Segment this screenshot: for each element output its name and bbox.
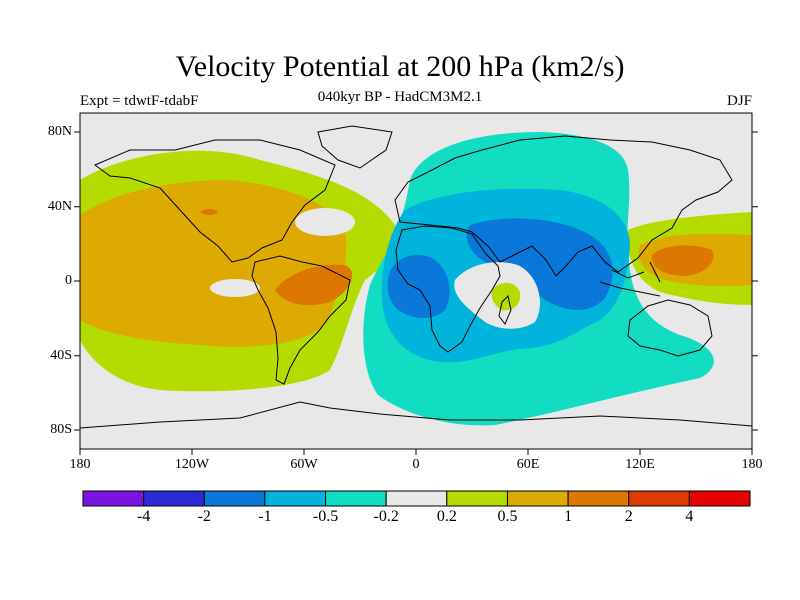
latitude-tick-label: 80N — [47, 124, 72, 139]
longitude-tick-label: 60E — [516, 457, 540, 472]
positive-pocket-madagascar — [491, 282, 521, 311]
coastline-africa — [395, 225, 501, 353]
colorbar-box — [82, 490, 145, 507]
negative-region-1-central-africa — [387, 254, 450, 319]
colorbar-box — [203, 490, 266, 507]
colorbar-tick-label: 4 — [685, 508, 694, 525]
chart-subtitle: 040kyr BP - HadCM3M2.1 — [317, 89, 483, 105]
longitude-tick-label: 0 — [412, 457, 420, 472]
experiment-label: Expt = tdwtF-tdabF — [80, 93, 199, 109]
colorbar-tick-label: -0.2 — [373, 508, 399, 525]
latitude-tick-label: 80S — [50, 422, 72, 437]
neutral-patch-tropical-atlantic — [210, 279, 260, 297]
colorbar-tick-label: -0.5 — [312, 508, 339, 525]
longitude-tick-label: 180 — [741, 457, 763, 472]
latitude-tick-label: 40S — [50, 348, 72, 363]
positive-region-1-west-pacific — [651, 245, 714, 276]
positive-region-0.5-americas — [80, 180, 347, 347]
axis-ticks — [74, 131, 758, 455]
latitude-tick-label: 40N — [47, 199, 72, 214]
positive-region-1-mexico — [200, 209, 218, 215]
colorbar-box — [264, 490, 327, 507]
colorbar-box — [325, 490, 387, 507]
coastline-greenland — [317, 125, 393, 169]
colorbar-box — [385, 490, 448, 507]
colorbar-tick-label: 2 — [624, 508, 633, 525]
longitude-tick-label: 120E — [625, 457, 655, 472]
colorbar — [82, 490, 751, 507]
colorbar-tick-label: -4 — [136, 508, 151, 525]
coastline-australia — [627, 299, 713, 357]
neutral-patch-north-atlantic — [295, 208, 355, 236]
colorbar-box — [567, 490, 630, 507]
coastline-south-america — [251, 255, 351, 385]
colorbar-tick-label: -2 — [197, 508, 211, 525]
colorbar-tick-label: 0.5 — [497, 508, 518, 525]
longitude-tick-label: 180 — [69, 457, 91, 472]
coastline-north-america — [93, 139, 336, 263]
colorbar-tick-label: 1 — [564, 508, 573, 525]
colorbar-box — [506, 490, 569, 507]
longitude-tick-label: 60W — [290, 457, 318, 472]
latitude-tick-label: 0 — [65, 273, 72, 288]
coastline-antarctica — [80, 401, 752, 429]
colorbar-box — [143, 490, 205, 507]
longitude-tick-label: 120W — [174, 457, 210, 472]
positive-region-1-south-america — [275, 264, 353, 306]
negative-region-1-india — [466, 218, 613, 310]
colorbar-tick-label: 0.2 — [436, 508, 457, 525]
coastline-madagascar — [498, 294, 512, 325]
colorbar-box — [688, 490, 751, 507]
colorbar-box — [446, 490, 508, 507]
coastline-maritime-continent — [599, 261, 661, 297]
colorbar-tick-label: -1 — [258, 508, 272, 525]
coastline-europe-asia — [394, 135, 733, 277]
chart-title: Velocity Potential at 200 hPa (km2/s) — [175, 50, 625, 83]
season-label: DJF — [726, 93, 752, 109]
colorbar-box — [628, 490, 690, 507]
coastlines — [80, 125, 752, 429]
